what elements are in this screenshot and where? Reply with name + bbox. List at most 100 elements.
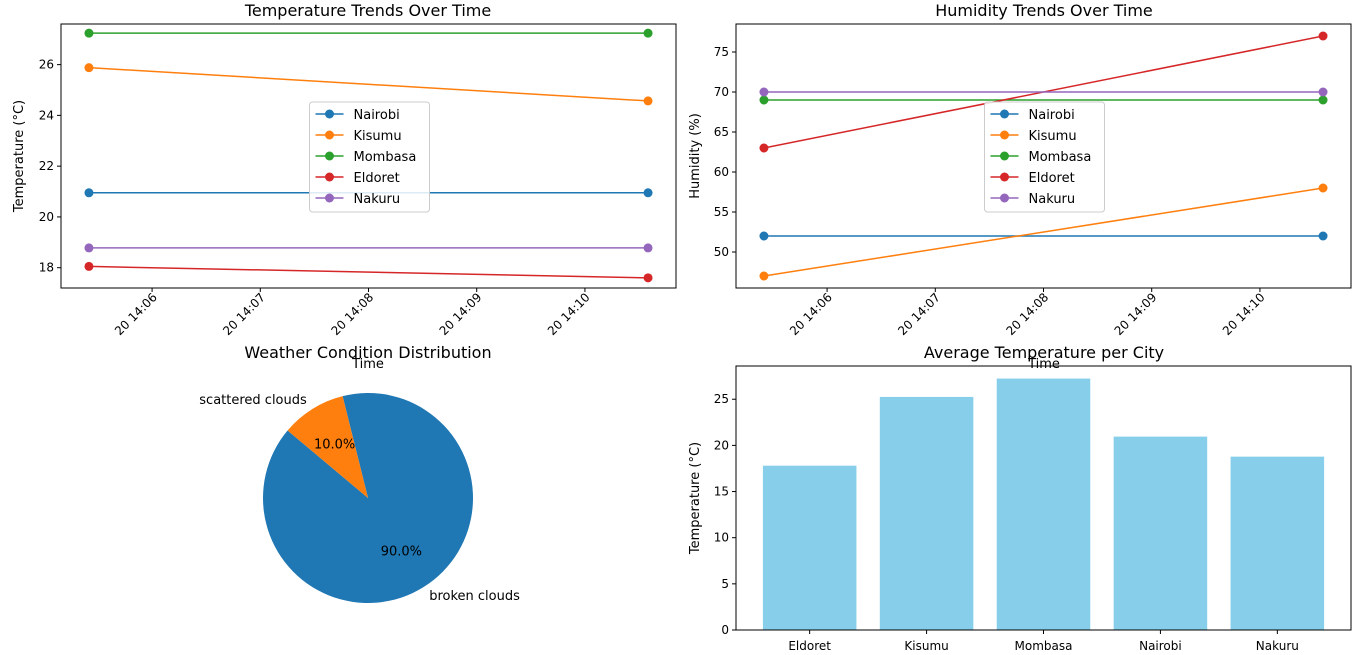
temp-legend-item-nairobi: Nairobi [315, 108, 400, 123]
hum-point-nairobi [759, 231, 769, 241]
temp-point-mombasa [643, 28, 653, 38]
hum-legend-item-nakuru: Nakuru [990, 192, 1076, 207]
temp-legend-item-nakuru: Nakuru [315, 192, 401, 207]
pie-slice-scattered-clouds [287, 396, 368, 498]
hum-series-kisumu [759, 183, 1328, 281]
hum-legend-item-eldoret: Eldoret [990, 171, 1075, 186]
hum-y-tick-label: 60 [714, 165, 729, 179]
temp-point-eldoret [643, 273, 653, 283]
bar-y-tick-label: 5 [721, 577, 729, 591]
temp-legend-marker [325, 109, 334, 119]
hum-legend-label: Eldoret [1029, 171, 1075, 186]
hum-series-nakuru [759, 87, 1328, 97]
temp-y-tick-label: 22 [39, 159, 54, 173]
temp-legend-marker [325, 193, 334, 203]
hum-legend-marker [1000, 130, 1009, 140]
temp-legend-item-mombasa: Mombasa [315, 150, 417, 165]
hum-legend-label: Mombasa [1029, 150, 1092, 165]
hum-x-tick-label: 20 14:07 [895, 290, 943, 338]
temp-series-line-eldoret [88, 265, 649, 279]
temp-legend-label: Nakuru [354, 192, 401, 207]
temp-series-line-kisumu [88, 66, 649, 102]
hum-legend-item-kisumu: Kisumu [990, 129, 1077, 144]
hum-legend-item-nairobi: Nairobi [990, 108, 1075, 123]
hum-legend-marker [1000, 172, 1009, 182]
temp-series-eldoret [84, 261, 653, 283]
bar-y-tick-label: 25 [714, 392, 729, 406]
temp-y-tick-label: 24 [39, 108, 54, 122]
hum-point-nakuru [1318, 87, 1328, 97]
temp-legend-label: Eldoret [354, 171, 400, 186]
temp-x-tick-label: 20 14:06 [112, 290, 160, 338]
temp-point-eldoret [84, 261, 94, 271]
hum-point-nakuru [759, 87, 769, 97]
hum-series-nairobi [759, 231, 1328, 241]
temp-point-kisumu [84, 63, 94, 73]
hum-legend-label: Kisumu [1029, 129, 1077, 144]
temp-series-kisumu [84, 63, 653, 106]
bar-y-axis-label: Temperature (°C) [688, 442, 703, 555]
bar-x-tick-label-eldoret: Eldoret [788, 639, 831, 653]
hum-legend-label: Nairobi [1029, 108, 1075, 123]
temp-point-mombasa [84, 28, 94, 38]
temp-y-tick-label: 26 [39, 58, 54, 72]
temperature-chart-title: Temperature Trends Over Time [244, 1, 491, 20]
temperature-trends-chart: Temperature Trends Over Time Time Temper… [12, 1, 677, 372]
temp-point-kisumu [643, 96, 653, 106]
bar-x-tick-label-mombasa: Mombasa [1015, 639, 1073, 653]
hum-y-tick-label: 50 [714, 245, 729, 259]
hum-point-mombasa [759, 95, 769, 105]
average-temperature-bar-chart: Average Temperature per City Temperature… [688, 343, 1352, 653]
hum-legend-marker [1000, 193, 1009, 203]
hum-point-eldoret [759, 143, 769, 153]
bar-mombasa [996, 378, 1091, 630]
hum-x-tick-label: 20 14:10 [1220, 290, 1268, 338]
temp-series-mombasa [84, 28, 653, 38]
bar-chart-title: Average Temperature per City [924, 343, 1164, 362]
hum-point-kisumu [1318, 183, 1328, 193]
pie-slice-broken-clouds [262, 393, 474, 604]
temp-x-tick-label: 20 14:09 [437, 290, 485, 338]
hum-point-kisumu [759, 271, 769, 281]
temp-point-nairobi [643, 188, 653, 198]
hum-y-tick-label: 55 [714, 205, 729, 219]
hum-y-tick-label: 75 [714, 45, 729, 59]
temp-legend-label: Mombasa [354, 150, 417, 165]
bar-plot-frame [735, 365, 1352, 631]
temp-y-tick-label: 18 [39, 261, 54, 275]
bar-nakuru [1230, 456, 1325, 630]
hum-legend-marker [1000, 109, 1009, 119]
temp-point-nakuru [643, 243, 653, 253]
humidity-y-axis-label: Humidity (%) [688, 113, 703, 199]
temp-legend-marker [325, 172, 334, 182]
hum-x-tick-label: 20 14:08 [1003, 290, 1051, 338]
temp-legend-label: Kisumu [354, 129, 402, 144]
temp-x-tick-label: 20 14:07 [220, 290, 268, 338]
bar-eldoret [762, 465, 857, 630]
temp-series-nakuru [84, 243, 653, 253]
humidity-plot-frame [735, 23, 1352, 289]
temp-legend-item-eldoret: Eldoret [315, 171, 400, 186]
bar-y-tick-label: 20 [714, 438, 729, 452]
hum-point-nairobi [1318, 231, 1328, 241]
bar-kisumu [879, 396, 974, 630]
bar-x-tick-label-kisumu: Kisumu [904, 639, 948, 653]
bar-y-tick-label: 10 [714, 531, 729, 545]
temp-legend-marker [325, 130, 334, 140]
bar-x-tick-label-nakuru: Nakuru [1256, 639, 1299, 653]
temp-point-nairobi [84, 188, 94, 198]
bar-y-tick-label: 0 [721, 623, 729, 637]
temp-x-tick-label: 20 14:08 [328, 290, 376, 338]
pie-percent-scattered-clouds: 10.0% [314, 438, 355, 453]
weather-condition-pie-chart: Weather Condition Distribution broken cl… [199, 343, 520, 604]
bar-y-tick-label: 15 [714, 485, 729, 499]
temp-x-tick-label: 20 14:10 [545, 290, 593, 338]
hum-series-line-kisumu [763, 187, 1324, 277]
temp-y-tick-label: 20 [39, 210, 54, 224]
hum-x-tick-label: 20 14:09 [1112, 290, 1160, 338]
hum-legend-label: Nakuru [1029, 192, 1076, 207]
temp-point-nakuru [84, 243, 94, 253]
hum-point-eldoret [1318, 31, 1328, 41]
humidity-x-axis-label: Time [1027, 357, 1060, 372]
